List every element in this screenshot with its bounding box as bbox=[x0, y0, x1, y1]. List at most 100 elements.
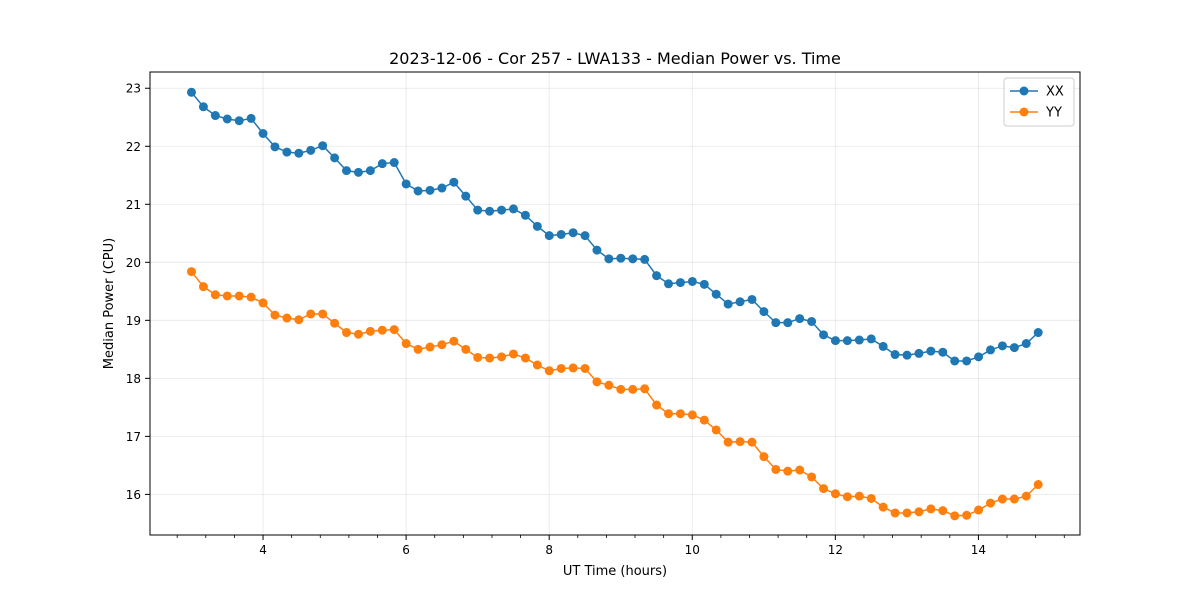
legend-marker bbox=[1019, 86, 1029, 96]
data-point-yy bbox=[246, 292, 256, 302]
data-point-yy bbox=[807, 472, 817, 482]
legend-label: XX bbox=[1046, 85, 1064, 100]
data-point-yy bbox=[282, 313, 292, 323]
x-tick-label: 14 bbox=[971, 543, 986, 557]
data-point-xx bbox=[604, 254, 614, 264]
data-point-yy bbox=[520, 353, 530, 363]
data-point-xx bbox=[711, 289, 721, 299]
data-point-xx bbox=[556, 229, 566, 239]
data-point-xx bbox=[449, 177, 459, 187]
data-point-yy bbox=[664, 409, 674, 419]
y-tick-label: 21 bbox=[126, 198, 141, 212]
data-point-yy bbox=[294, 315, 304, 325]
data-point-yy bbox=[413, 344, 423, 354]
data-point-yy bbox=[1021, 491, 1031, 501]
data-point-xx bbox=[413, 186, 423, 196]
data-point-yy bbox=[532, 360, 542, 370]
data-point-xx bbox=[1033, 328, 1043, 338]
data-point-xx bbox=[592, 245, 602, 255]
data-point-xx bbox=[914, 348, 924, 358]
y-tick-label: 16 bbox=[126, 488, 141, 502]
data-point-yy bbox=[640, 384, 650, 394]
data-point-xx bbox=[485, 206, 495, 216]
data-point-yy bbox=[401, 339, 411, 349]
legend-items: XX YY bbox=[1010, 85, 1064, 121]
data-point-yy bbox=[198, 282, 208, 292]
data-point-yy bbox=[342, 328, 352, 338]
y-tick-label: 18 bbox=[126, 372, 141, 386]
data-point-xx bbox=[222, 114, 232, 124]
data-point-yy bbox=[842, 492, 852, 502]
data-point-xx bbox=[270, 142, 280, 152]
data-point-yy bbox=[997, 494, 1007, 504]
data-point-xx bbox=[783, 318, 793, 328]
data-point-yy bbox=[795, 465, 805, 475]
x-tick-label: 12 bbox=[828, 543, 843, 557]
data-point-xx bbox=[258, 129, 268, 138]
ticks: 4 6 8 10 12 14 16 17 18 19 20 21 22 23 bbox=[126, 82, 1065, 557]
data-point-yy bbox=[330, 318, 340, 328]
data-point-yy bbox=[318, 309, 328, 319]
data-point-yy bbox=[473, 352, 483, 362]
data-point-yy bbox=[377, 325, 387, 335]
data-point-yy bbox=[437, 340, 447, 350]
data-point-xx bbox=[532, 221, 542, 231]
data-point-yy bbox=[544, 366, 554, 376]
data-point-yy bbox=[723, 437, 733, 447]
data-point-yy bbox=[592, 377, 602, 387]
data-point-yy bbox=[186, 267, 196, 277]
data-point-yy bbox=[675, 409, 685, 419]
data-point-xx bbox=[997, 341, 1007, 351]
data-point-xx bbox=[723, 299, 733, 309]
series-yy bbox=[186, 267, 1043, 521]
data-point-xx bbox=[974, 352, 984, 362]
data-point-xx bbox=[580, 231, 590, 241]
data-point-yy bbox=[878, 502, 888, 512]
data-point-xx bbox=[687, 276, 697, 286]
data-point-yy bbox=[687, 410, 697, 420]
data-point-yy bbox=[699, 415, 709, 425]
data-point-xx bbox=[318, 141, 328, 151]
legend-item-xx: XX bbox=[1010, 85, 1064, 100]
data-point-yy bbox=[771, 464, 781, 474]
data-point-xx bbox=[866, 334, 876, 344]
data-point-xx bbox=[830, 336, 840, 346]
data-point-xx bbox=[616, 253, 626, 263]
legend-item-yy: YY bbox=[1010, 106, 1062, 121]
data-point-xx bbox=[771, 318, 781, 328]
data-point-yy bbox=[711, 425, 721, 435]
data-point-yy bbox=[449, 336, 459, 346]
data-point-yy bbox=[604, 380, 614, 390]
data-point-yy bbox=[950, 511, 960, 521]
data-point-xx bbox=[186, 87, 196, 97]
data-point-yy bbox=[830, 489, 840, 499]
data-point-yy bbox=[854, 491, 864, 501]
y-axis-label: Median Power (CPU) bbox=[102, 238, 117, 369]
data-point-yy bbox=[485, 353, 495, 363]
data-point-yy bbox=[974, 505, 984, 515]
data-point-yy bbox=[914, 507, 924, 517]
data-point-xx bbox=[795, 314, 805, 324]
data-point-xx bbox=[353, 167, 363, 177]
data-point-xx bbox=[342, 166, 352, 176]
data-point-yy bbox=[747, 437, 757, 447]
y-tick-label: 23 bbox=[126, 82, 141, 96]
data-point-yy bbox=[902, 508, 912, 518]
data-point-xx bbox=[628, 254, 638, 264]
data-point-xx bbox=[306, 145, 316, 155]
series-xx bbox=[186, 87, 1043, 366]
data-point-xx bbox=[986, 345, 995, 355]
data-point-yy bbox=[497, 352, 507, 362]
data-point-xx bbox=[365, 166, 375, 176]
data-point-xx bbox=[246, 113, 256, 123]
data-point-xx bbox=[759, 307, 769, 317]
data-point-xx bbox=[1009, 343, 1019, 353]
data-point-xx bbox=[234, 116, 244, 126]
data-point-yy bbox=[628, 384, 638, 394]
data-point-yy bbox=[735, 437, 745, 447]
data-point-xx bbox=[210, 111, 220, 121]
plot-frame bbox=[149, 71, 1081, 536]
data-point-xx bbox=[508, 204, 518, 214]
data-point-yy bbox=[962, 510, 972, 520]
